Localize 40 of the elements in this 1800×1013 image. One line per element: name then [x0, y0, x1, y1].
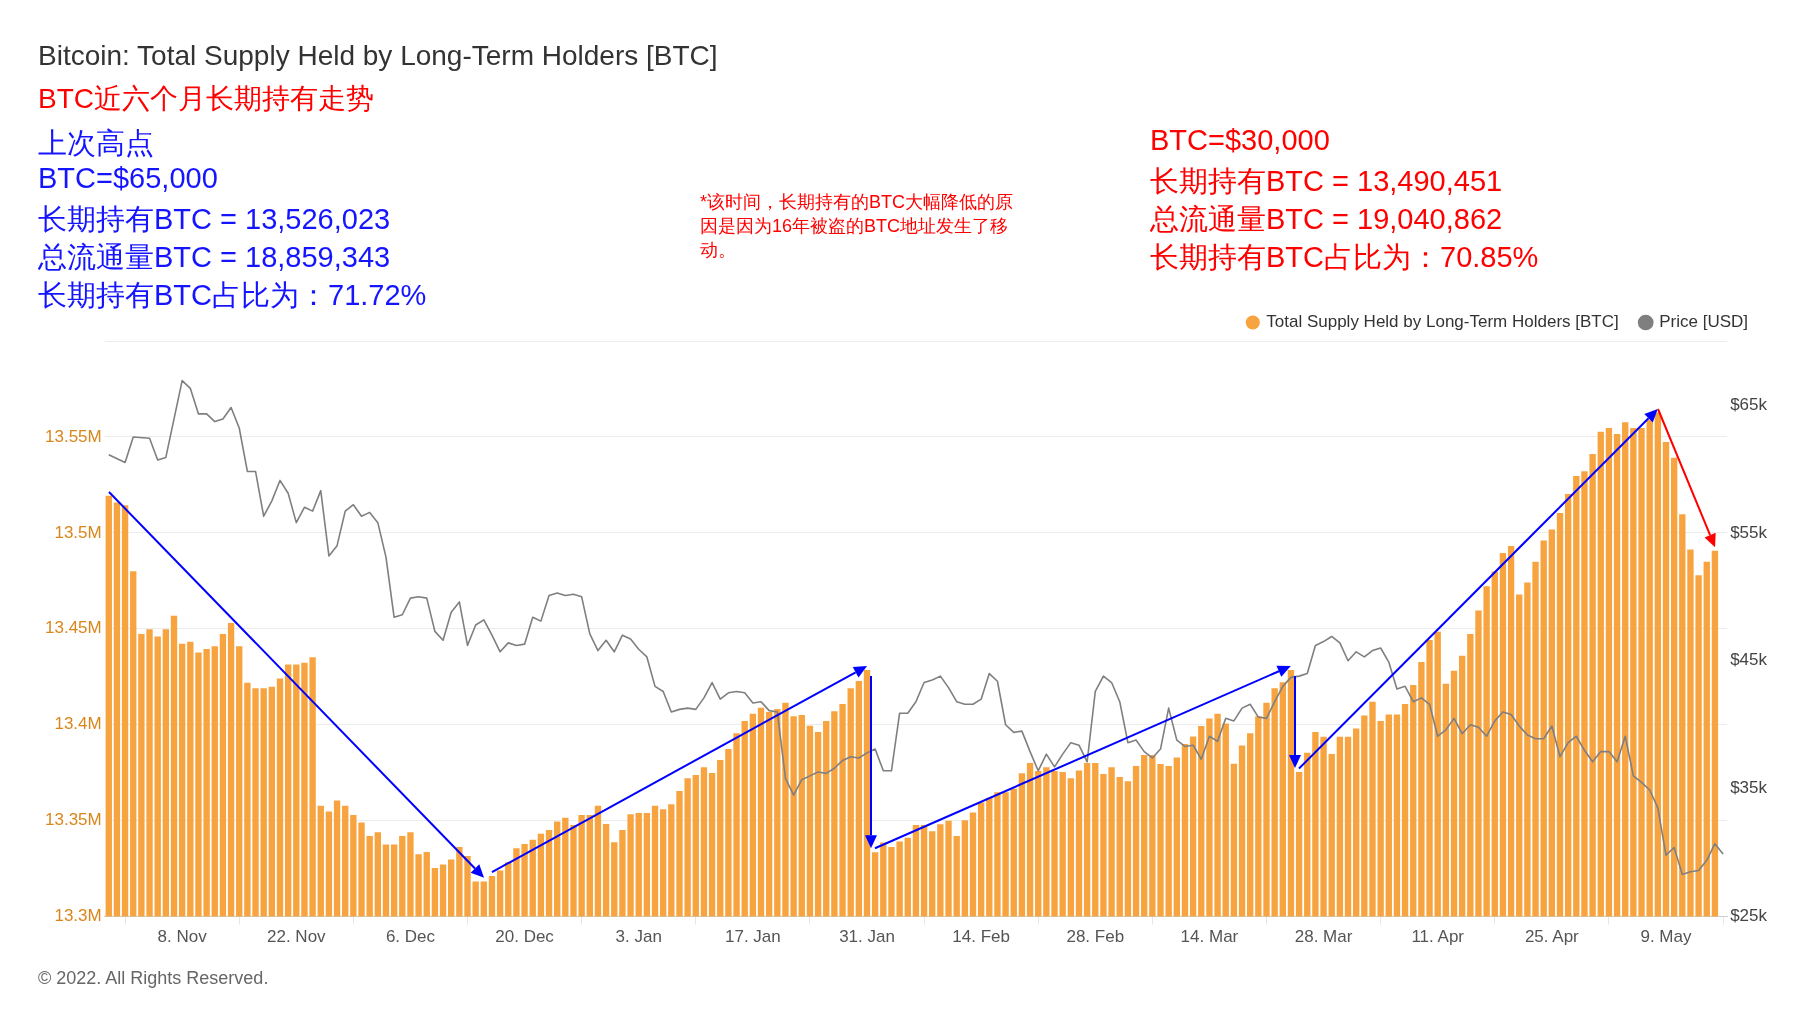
- y-tick-label: 13.55M: [45, 426, 102, 446]
- x-tick-label: 20. Dec: [495, 927, 555, 947]
- y2-tick-label: $45k: [1730, 650, 1768, 670]
- text: 长期持有BTC占比为：71.72%: [38, 278, 427, 313]
- x-tick-label: 9. May: [1640, 927, 1692, 947]
- x-tick-label: 22. Nov: [267, 927, 327, 947]
- x-tick-label: 14. Feb: [952, 927, 1010, 947]
- y-tick-label: 13.35M: [45, 810, 102, 830]
- text: 总流通量BTC = 19,040,862: [1150, 202, 1503, 237]
- legend-label: Total Supply Held by Long-Term Holders [BTC]: [1266, 312, 1619, 332]
- y2-tick-label: $35k: [1730, 778, 1768, 798]
- x-tick-label: 31. Jan: [839, 927, 895, 947]
- text: 长期持有BTC占比为：70.85%: [1150, 240, 1539, 275]
- x-tick-label: 14. Mar: [1180, 927, 1239, 947]
- chart-title: Bitcoin: Total Supply Held by Long-Term Holders [BTC]: [38, 40, 718, 72]
- x-tick-label: 17. Jan: [724, 927, 781, 947]
- y-tick-label: 13.5M: [54, 522, 102, 542]
- x-tick-label: 28. Feb: [1066, 927, 1125, 947]
- text: BTC=$30,000: [1150, 124, 1330, 157]
- x-tick-label: 6. Dec: [385, 927, 436, 947]
- text: 长期持有BTC = 13,490,451: [1150, 164, 1503, 199]
- x-tick-label: 28. Mar: [1294, 927, 1353, 947]
- x-tick-label: 25. Apr: [1524, 927, 1580, 947]
- y2-tick-label: $65k: [1730, 394, 1768, 414]
- x-tick-label: 3. Jan: [615, 927, 662, 947]
- text: © 2022. All Rights Reserved.: [38, 968, 269, 989]
- chart-subtitle: BTC近六个月长期持有走势: [38, 82, 374, 116]
- y2-tick-label: $25k: [1730, 906, 1768, 926]
- y2-tick-label: $55k: [1730, 522, 1768, 542]
- text: BTC=$65,000: [38, 162, 218, 195]
- text: 长期持有BTC = 13,526,023: [38, 202, 391, 237]
- x-tick-label: 8. Nov: [157, 927, 208, 947]
- text: 总流通量BTC = 18,859,343: [38, 240, 391, 275]
- text: *该时间，长期持有的BTC大幅降低的原因是因为16年被盗的BTC地址发生了移动。: [700, 191, 1014, 262]
- x-tick-label: 11. Apr: [1411, 927, 1465, 947]
- y-tick-label: 13.4M: [54, 714, 102, 734]
- y-tick-label: 13.3M: [54, 906, 102, 926]
- text: 上次高点: [38, 127, 154, 159]
- y-tick-label: 13.45M: [45, 618, 102, 638]
- legend-label: Price [USD]: [1659, 312, 1748, 332]
